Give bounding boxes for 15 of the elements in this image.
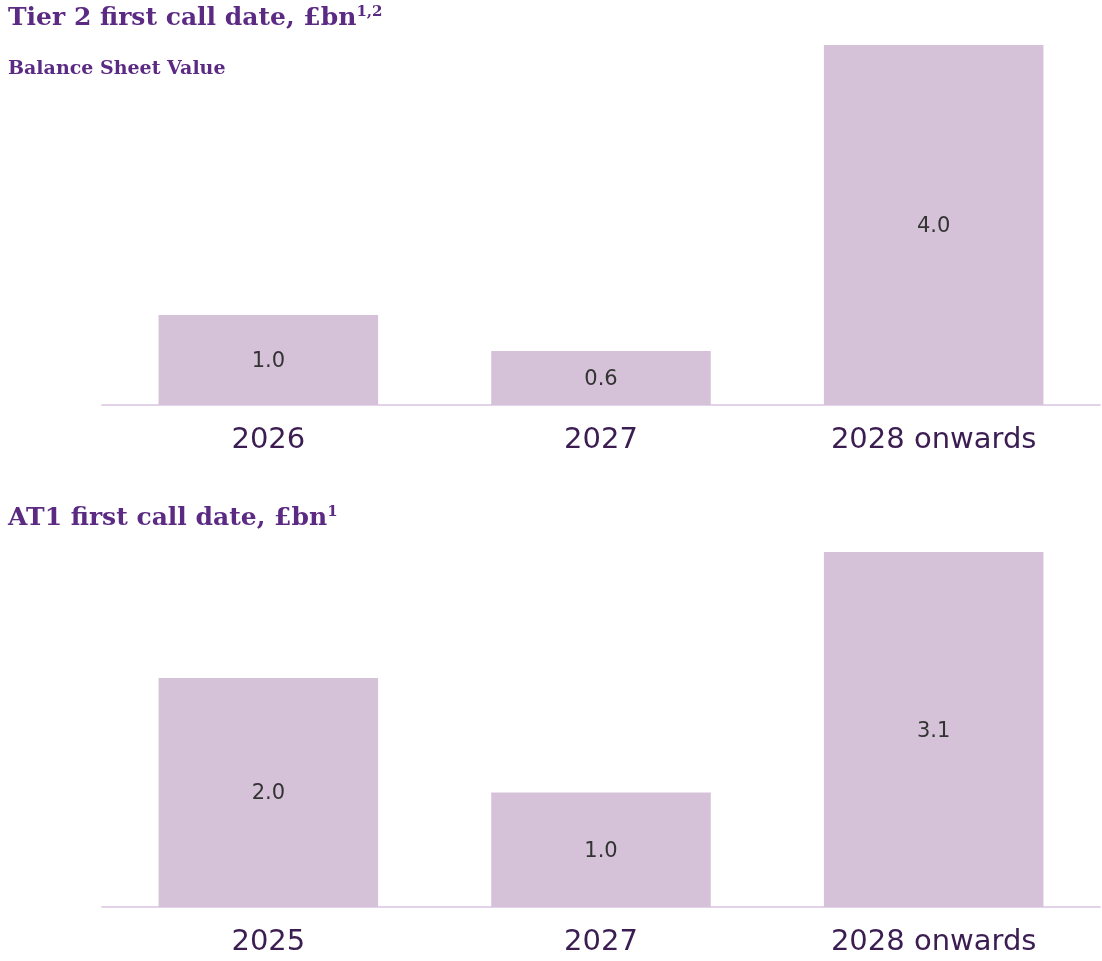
x-tick-label: 2027 [564,922,638,957]
x-tick-label: 2025 [231,922,306,957]
data-label: 2.0 [251,780,286,805]
data-label: 1.0 [584,837,618,862]
x-tick-label: 2026 [231,420,306,455]
data-label: 1.0 [251,348,286,372]
x-tick-label: 2028 onwards [830,420,1037,455]
chart-title: Tier 2 first call date, £bn$^{1,2}$ [8,2,383,32]
chart-title: AT1 first call date, £bn$^{1}$ [8,502,338,532]
text: Balance Sheet Value [8,56,226,78]
x-tick-label: 2027 [564,420,638,455]
x-tick-label: 2028 onwards [830,922,1037,957]
data-label: 0.6 [584,366,618,390]
data-label: 4.0 [916,213,951,237]
data-label: 3.1 [916,717,951,742]
